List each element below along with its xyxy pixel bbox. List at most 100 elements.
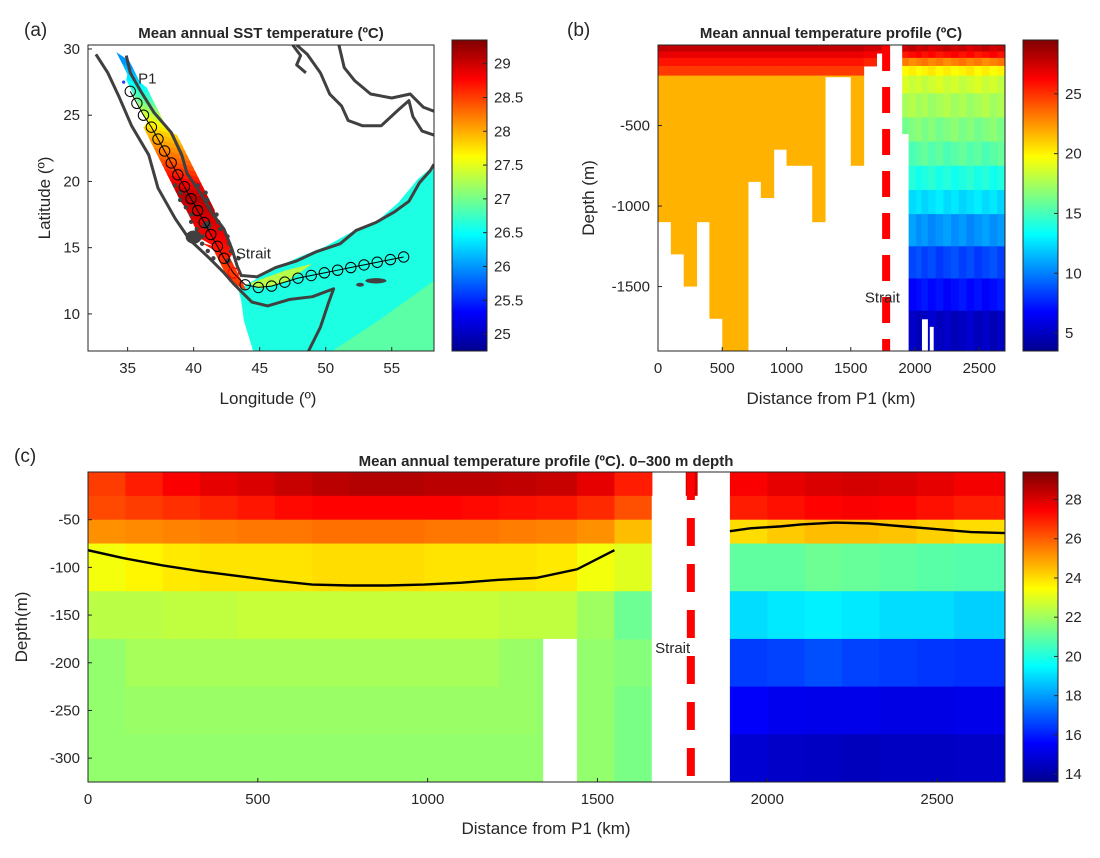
coast-speckle xyxy=(189,212,194,217)
panel-a-title: Mean annual SST temperature (ºC) xyxy=(138,25,384,42)
x-tick-label: 45 xyxy=(251,360,268,377)
red-sea-surface-cell xyxy=(825,51,839,59)
red-sea-surface-cell xyxy=(799,57,813,67)
gulf-cell xyxy=(921,141,929,167)
gulf-cell xyxy=(927,45,937,52)
gulf-cell xyxy=(974,246,983,280)
red-sea-surface-cell xyxy=(773,51,788,59)
gulf-cell xyxy=(951,278,960,312)
red-sea-cell xyxy=(349,472,388,497)
gulf-cell xyxy=(927,165,937,191)
gulf-cell xyxy=(921,51,929,59)
gulf-cell xyxy=(729,686,768,735)
gulf-cell xyxy=(841,734,880,782)
red-sea-cell xyxy=(424,591,463,640)
red-sea-cell xyxy=(461,472,500,497)
red-sea-surface-cell xyxy=(696,45,710,52)
red-sea-cell xyxy=(312,591,351,640)
coastline xyxy=(94,53,336,351)
panel-a-colorbar xyxy=(451,39,488,352)
x-tick-label: 50 xyxy=(317,360,334,377)
coast-speckle xyxy=(236,256,241,261)
gulf-isotherm-line xyxy=(729,521,1005,535)
red-sea-surface-cell xyxy=(825,65,839,77)
gulf-cell xyxy=(958,310,967,351)
gulf-cell xyxy=(908,51,917,59)
panel-a-axes-box xyxy=(87,44,435,352)
red-sea-cell xyxy=(461,495,500,521)
gulf-cell xyxy=(916,117,922,143)
red-sea-cell xyxy=(200,543,238,592)
colorbar-tick-label: 27 xyxy=(494,191,511,208)
red-sea-cell xyxy=(125,472,164,497)
coast-speckle xyxy=(228,248,234,254)
red-sea-surface-cell xyxy=(747,65,762,77)
gulf-cell xyxy=(943,45,952,52)
gulf-cell xyxy=(974,310,983,351)
gulf-cell xyxy=(935,117,944,143)
panel-c-title: Mean annual temperature profile (ºC). 0–… xyxy=(359,453,734,470)
gulf-cell xyxy=(921,165,929,191)
gulf-cell xyxy=(951,246,960,280)
coast-speckle xyxy=(203,190,208,195)
panel-a: (a) Mean annual SST temperature (ºC) P1 S… xyxy=(24,20,523,408)
x-tick-label: 1000 xyxy=(411,791,444,808)
panel-c-colorbar xyxy=(1022,471,1059,783)
gulf-cell xyxy=(902,57,910,67)
island xyxy=(356,282,365,287)
gulf-cell xyxy=(958,93,967,118)
panel-a-x-ticks: 35 40 45 50 55 xyxy=(119,347,400,377)
gulf-cell xyxy=(943,165,952,191)
x-tick-label: 1500 xyxy=(581,791,614,808)
gulf-cell xyxy=(981,165,991,191)
gulf-cell xyxy=(997,75,1005,94)
red-sea-cell xyxy=(424,686,463,735)
red-sea-cell xyxy=(200,472,238,497)
red-sea-surface-cell xyxy=(722,65,736,77)
red-sea-surface-cell xyxy=(773,45,788,52)
red-sea-cell xyxy=(461,591,500,640)
red-sea-surface-cell xyxy=(850,57,865,67)
red-sea-cell xyxy=(125,519,164,545)
red-sea-cell xyxy=(386,495,425,521)
gulf-cell xyxy=(916,278,922,312)
transect-point xyxy=(131,97,143,109)
colorbar-tick-label: 15 xyxy=(1065,205,1082,222)
red-sea-deep-cell xyxy=(760,75,775,198)
gulf-cell xyxy=(916,543,955,592)
x-tick-label: 35 xyxy=(119,360,136,377)
gulf-cell xyxy=(879,495,918,521)
gulf-cell xyxy=(935,165,944,191)
gulf-cell xyxy=(804,734,843,782)
gulf-cell xyxy=(974,93,983,118)
red-sea-surface-cell xyxy=(658,51,672,59)
red-sea-surface-cell xyxy=(709,65,723,77)
gulf-cell xyxy=(997,141,1005,167)
gulf-cell xyxy=(935,45,944,52)
transect-point xyxy=(124,85,136,98)
colorbar-tick-label: 26 xyxy=(494,258,511,275)
red-sea-deep-cell xyxy=(837,75,852,78)
gulf-cell xyxy=(943,51,952,59)
gulf-cell xyxy=(921,93,929,118)
coastline xyxy=(291,45,307,74)
red-sea-surface-cell xyxy=(683,57,698,67)
panel-c-label: (c) xyxy=(14,446,36,467)
red-sea-cell xyxy=(577,472,615,497)
red-sea-surface-cell xyxy=(837,65,852,77)
gulf-cell xyxy=(927,65,937,77)
gulf-cell xyxy=(902,75,910,94)
red-sea-surface-cell xyxy=(735,65,749,77)
gulf-cell xyxy=(958,278,967,312)
gulf-cell xyxy=(902,45,910,52)
coast-speckle xyxy=(199,241,205,246)
gulf-cell xyxy=(951,141,960,167)
transect-point xyxy=(165,157,177,169)
red-sea-surface-cell xyxy=(825,45,839,52)
coast-speckle xyxy=(194,226,200,232)
red-sea-cell xyxy=(162,638,201,688)
gulf-cell xyxy=(981,214,991,247)
gulf-cell xyxy=(935,75,944,94)
y-tick-label: 30 xyxy=(63,41,80,58)
red-sea-deep-cell xyxy=(747,75,762,182)
